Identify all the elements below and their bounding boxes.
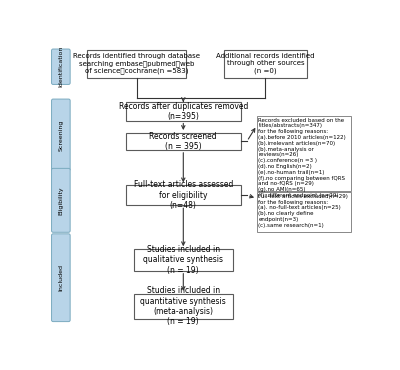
Text: Identification: Identification <box>58 46 63 87</box>
FancyBboxPatch shape <box>257 192 352 232</box>
FancyBboxPatch shape <box>52 99 70 171</box>
FancyBboxPatch shape <box>126 102 241 121</box>
FancyBboxPatch shape <box>134 249 233 271</box>
Text: Studies included in
quantitative synthesis
(meta-analysis)
(n = 19): Studies included in quantitative synthes… <box>140 286 226 326</box>
FancyBboxPatch shape <box>52 234 70 322</box>
FancyBboxPatch shape <box>257 116 352 191</box>
Text: Records screened
(n = 395): Records screened (n = 395) <box>150 132 217 151</box>
Text: Records after duplicates removed
(n=395): Records after duplicates removed (n=395) <box>119 102 248 121</box>
Text: Records excluded based on the
titles/abstracts(n=347)
for the following reasons:: Records excluded based on the titles/abs… <box>258 118 346 198</box>
FancyBboxPatch shape <box>52 49 70 84</box>
FancyBboxPatch shape <box>224 50 307 77</box>
FancyBboxPatch shape <box>87 50 186 77</box>
Text: Additional records identified
through other sources
(n =0): Additional records identified through ot… <box>216 53 315 74</box>
Text: Records identified through database
searching embase，pubmed，web
of science，cochr: Records identified through database sear… <box>73 53 200 74</box>
Text: Screening: Screening <box>58 119 63 151</box>
Text: Eligibility: Eligibility <box>58 186 63 215</box>
FancyBboxPatch shape <box>134 294 233 319</box>
Text: Included: Included <box>58 264 63 291</box>
FancyBboxPatch shape <box>52 168 70 232</box>
Text: Studies included in
qualitative synthesis
(n = 19): Studies included in qualitative synthesi… <box>143 245 223 275</box>
Text: Full-text articles assessed
for eligibility
(n=48): Full-text articles assessed for eligibil… <box>134 181 233 210</box>
FancyBboxPatch shape <box>126 185 241 205</box>
Text: Full-text articles excluded(n=29)
for the following reasons:
(a). no-full-text a: Full-text articles excluded(n=29) for th… <box>258 194 348 228</box>
FancyBboxPatch shape <box>126 133 241 150</box>
